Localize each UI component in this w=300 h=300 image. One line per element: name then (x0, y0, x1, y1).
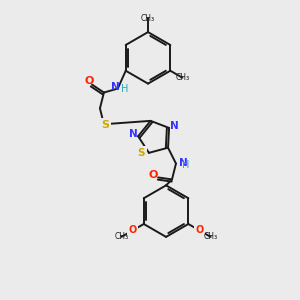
Text: O: O (84, 76, 94, 85)
Text: H: H (182, 160, 190, 170)
Text: N: N (111, 82, 120, 92)
Text: O: O (128, 225, 137, 236)
Text: O: O (195, 225, 204, 236)
Text: N: N (129, 129, 138, 139)
Text: H: H (121, 84, 128, 94)
Text: N: N (179, 158, 188, 168)
Text: S: S (101, 120, 109, 130)
Text: CH₃: CH₃ (114, 232, 128, 242)
Text: CH₃: CH₃ (141, 14, 155, 23)
Text: O: O (148, 170, 158, 181)
Text: N: N (170, 121, 178, 131)
Text: CH₃: CH₃ (175, 73, 189, 82)
Text: CH₃: CH₃ (204, 232, 218, 242)
Text: S: S (137, 148, 145, 158)
